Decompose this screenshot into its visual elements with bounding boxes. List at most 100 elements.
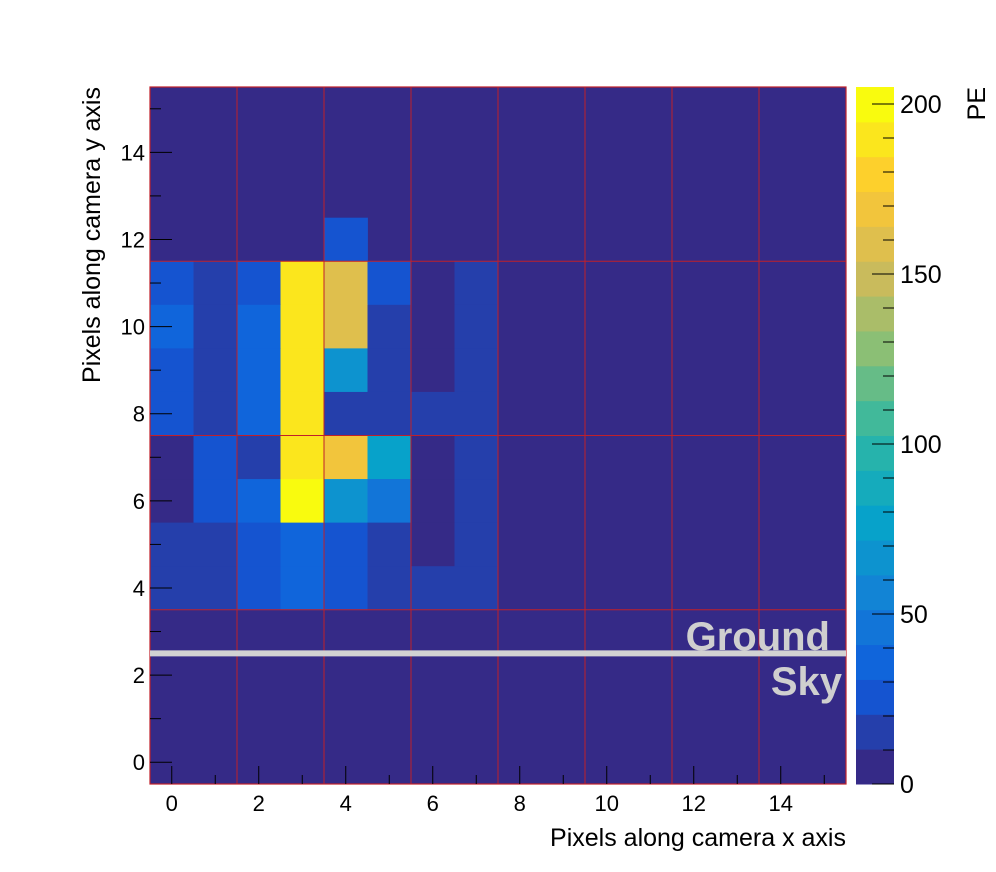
colorbar-segment [856,679,894,715]
colorbar-tick-label: 50 [900,601,928,629]
colorbar-segment [856,330,894,367]
colorbar: 0 50 100 150 200 [856,87,942,799]
heatmap-cell [324,479,368,524]
colorbar-segment [856,714,894,750]
colorbar-title: PE [963,87,991,120]
heatmap-cell [324,304,368,349]
heatmap-cell [454,304,499,349]
heatmap-cell [237,304,281,349]
heatmap-cell [193,261,238,306]
heatmap-cell [280,522,325,567]
y-tick-label: 4 [133,576,145,601]
x-tick-label: 12 [682,791,706,816]
colorbar-segment [856,365,894,402]
colorbar-segment [856,261,894,297]
heatmap-cell [367,479,412,524]
heatmap-cell [454,566,499,611]
heatmap-cell [367,435,412,480]
sky-label: Sky [771,660,843,704]
heatmap-cell [411,522,455,567]
y-tick-label: 6 [133,489,145,514]
heatmap-cell [367,566,412,611]
heatmap-cell [280,304,325,349]
y-tick-label: 8 [133,402,145,427]
y-tick-label: 2 [133,663,145,688]
heatmap-cell [367,522,412,567]
heatmap-cell [324,217,368,262]
y-axis-title: Pixels along camera y axis [78,87,106,383]
heatmap-cell [367,261,412,306]
heatmap-cell [324,435,368,480]
heatmap-cell [411,304,455,349]
colorbar-segment [856,87,894,123]
heatmap-cell [193,522,238,567]
heatmap-cell [237,522,281,567]
heatmap-cell [324,348,368,393]
colorbar-segment [856,435,894,471]
module-grid-lines [150,87,846,784]
heatmap-cell [324,261,368,306]
colorbar-segment [856,540,894,576]
heatmap-cell [411,391,455,436]
heatmap-cell [454,479,499,524]
heatmap-cell [193,391,238,436]
heatmap-cell [193,348,238,393]
plot-border [149,86,847,785]
heatmap-cell [411,479,455,524]
plot-frame [149,86,847,785]
heatmap-cell [193,304,238,349]
heatmap-cell [324,522,368,567]
colorbar-segment [856,609,894,646]
heatmap-cell [280,435,325,480]
colorbar-segment [856,505,894,541]
colorbar-segment [856,470,894,506]
colorbar-segment [856,226,894,262]
heatmap-cell [454,435,499,480]
colorbar-segment [856,644,894,680]
colorbar-segment [856,400,894,436]
heatmap-cell [280,261,325,306]
colorbar-segment [856,749,894,785]
heatmap-cell [324,391,368,436]
y-tick-label: 14 [121,140,145,165]
heatmap-cell [454,391,499,436]
heatmap-cell [280,391,325,436]
heatmap-cell [237,479,281,524]
heatmap-cell [237,435,281,480]
colorbar-segment [856,191,894,227]
colorbar-tick-label: 200 [900,91,942,119]
heatmap-cell [193,566,238,611]
x-tick-label: 14 [769,791,793,816]
axis-ticks [150,108,825,784]
heatmap-cell [237,261,281,306]
heatmap-cell [367,348,412,393]
heatmap-cell [280,348,325,393]
heatmap-cell [367,304,412,349]
heatmap-cell [280,566,325,611]
colorbar-segment [856,156,894,193]
heatmap-cell [237,391,281,436]
heatmap-cell [454,522,499,567]
heatmap-cell [237,566,281,611]
heatmap-cell [237,348,281,393]
heatmap-cell [411,261,455,306]
heatmap-cell [411,566,455,611]
heatmap-cell [193,435,238,480]
heatmap-cell [193,479,238,524]
x-tick-label: 2 [253,791,265,816]
x-tick-label: 6 [427,791,439,816]
colorbar-segment [856,574,894,611]
heatmap-cell [411,435,455,480]
colorbar-tick-label: 150 [900,261,942,289]
colorbar-segment [856,296,894,332]
x-tick-label: 0 [166,791,178,816]
heatmap-cell [367,391,412,436]
y-tick-label: 12 [121,227,145,252]
heatmap-cell [411,348,455,393]
colorbar-segment [856,121,894,158]
y-tick-label: 0 [133,750,145,775]
heatmap-cell [454,261,499,306]
ground-label: Ground [686,615,830,659]
axis-tick-labels: 0 2 4 6 8 10 12 14 0 2 4 6 8 10 12 14 [121,140,793,816]
x-tick-label: 8 [514,791,526,816]
